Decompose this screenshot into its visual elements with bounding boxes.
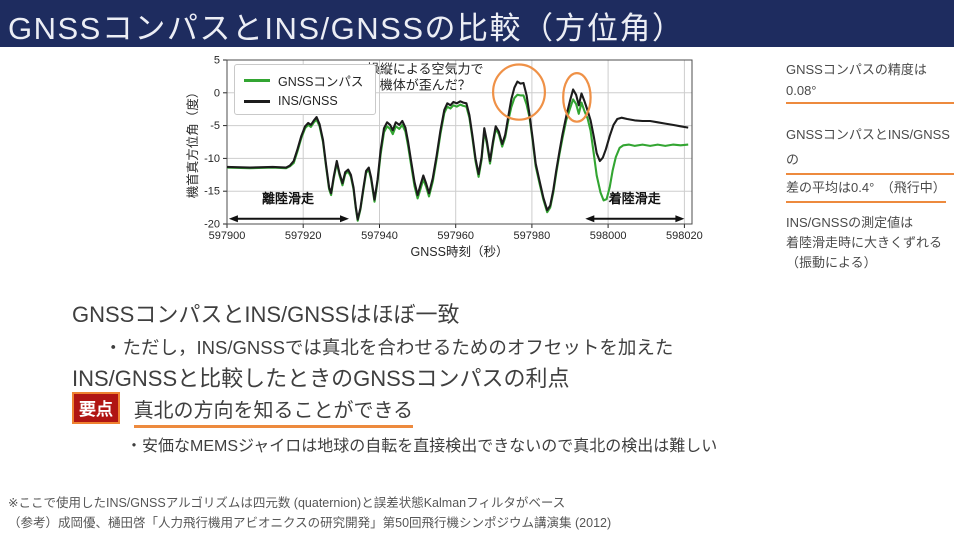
keypoint-badge: 要点 <box>72 392 120 424</box>
keypoint-text: 真北の方向を知ることができる <box>133 400 414 428</box>
legend-item-gnss-compass: GNSSコンパス <box>244 71 363 90</box>
body-line-match: GNSSコンパスとINS/GNSSはほぼ一致 <box>72 302 460 327</box>
footnote-algorithm: ※ここで使用したINS/GNSSアルゴリズムは四元数 (quaternion)と… <box>8 496 566 510</box>
svg-text:5: 5 <box>214 55 220 67</box>
svg-text:-5: -5 <box>210 120 220 132</box>
note-ins-deviation: INS/GNSSの測定値は 着陸滑走時に大きくずれる （振動による） <box>786 213 954 273</box>
svg-text:597920: 597920 <box>285 230 322 242</box>
body-line-offset-note: ・ただし，INS/GNSSでは真北を合わせるためのオフセットを加えた <box>104 337 674 358</box>
svg-text:機首真方位角（度）: 機首真方位角（度） <box>186 86 200 199</box>
footnotes: ※ここで使用したINS/GNSSアルゴリズムは四元数 (quaternion)と… <box>8 494 611 533</box>
svg-text:-20: -20 <box>204 219 220 231</box>
svg-text:着陸滑走: 着陸滑走 <box>608 191 662 206</box>
chart-plot-area: 597900 597920 597940 597960 597980 598000 5980… <box>186 55 703 260</box>
svg-text:598020: 598020 <box>666 230 703 242</box>
azimuth-chart: 597900 597920 597940 597960 597980 598000 5980… <box>186 52 790 264</box>
body-line-advantage: INS/GNSSと比較したときのGNSSコンパスの利点 <box>72 366 570 391</box>
note-ins-deviation-line3: （振動による） <box>786 255 877 270</box>
body-line-mems-note: ・安価なMEMSジャイロは地球の自転を直接検出できないので真北の検出は難しい <box>126 438 718 455</box>
legend-label-ins-gnss: INS/GNSS <box>278 94 338 108</box>
svg-text:0: 0 <box>214 87 220 99</box>
svg-text:598000: 598000 <box>590 230 627 242</box>
legend-line-sample-green <box>244 79 270 82</box>
slide-title: GNSSコンパスとINS/GNSSの比較（方位角） <box>8 11 685 46</box>
svg-text:-10: -10 <box>204 153 220 165</box>
legend-line-sample-black <box>244 99 270 103</box>
note-average-difference-line1: GNSSコンパスとINS/GNSSの <box>786 122 954 175</box>
chart-legend: GNSSコンパス INS/GNSS <box>234 64 377 115</box>
svg-text:GNSS時刻（秒）: GNSS時刻（秒） <box>411 245 509 259</box>
svg-text:離陸滑走: 離陸滑走 <box>262 191 315 206</box>
note-ins-deviation-line2: 着陸滑走時に大きくずれる <box>786 235 943 250</box>
svg-text:597940: 597940 <box>361 230 398 242</box>
svg-text:597980: 597980 <box>514 230 551 242</box>
right-notes: GNSSコンパスの精度は0.08° GNSSコンパスとINS/GNSSの 差の平… <box>786 59 954 273</box>
svg-text:597960: 597960 <box>437 230 474 242</box>
note-ins-deviation-line1: INS/GNSSの測定値は <box>786 215 914 230</box>
note-accuracy-text: GNSSコンパスの精度は0.08° <box>786 59 954 104</box>
note-average-difference: GNSSコンパスとINS/GNSSの 差の平均は0.4° （飛行中） <box>786 122 954 203</box>
body-line-keypoint: 要点 真北の方向を知ることができる <box>72 392 414 428</box>
title-bar: GNSSコンパスとINS/GNSSの比較（方位角） <box>0 0 954 47</box>
legend-label-gnss-compass: GNSSコンパス <box>278 75 364 89</box>
legend-item-ins-gnss: INS/GNSS <box>244 94 363 108</box>
svg-text:597900: 597900 <box>209 230 246 242</box>
footnote-reference: （参考）成岡優、樋田啓「人力飛行機用アビオニクスの研究開発」第50回飛行機シンポ… <box>8 515 612 530</box>
svg-text:-15: -15 <box>204 186 220 198</box>
note-accuracy: GNSSコンパスの精度は0.08° <box>786 59 954 104</box>
svg-text:機体が歪んだ？: 機体が歪んだ？ <box>380 77 471 92</box>
note-average-difference-line2: 差の平均は0.4° （飛行中） <box>786 175 946 203</box>
svg-text:操縦による空気力で: 操縦による空気力で <box>367 61 484 76</box>
